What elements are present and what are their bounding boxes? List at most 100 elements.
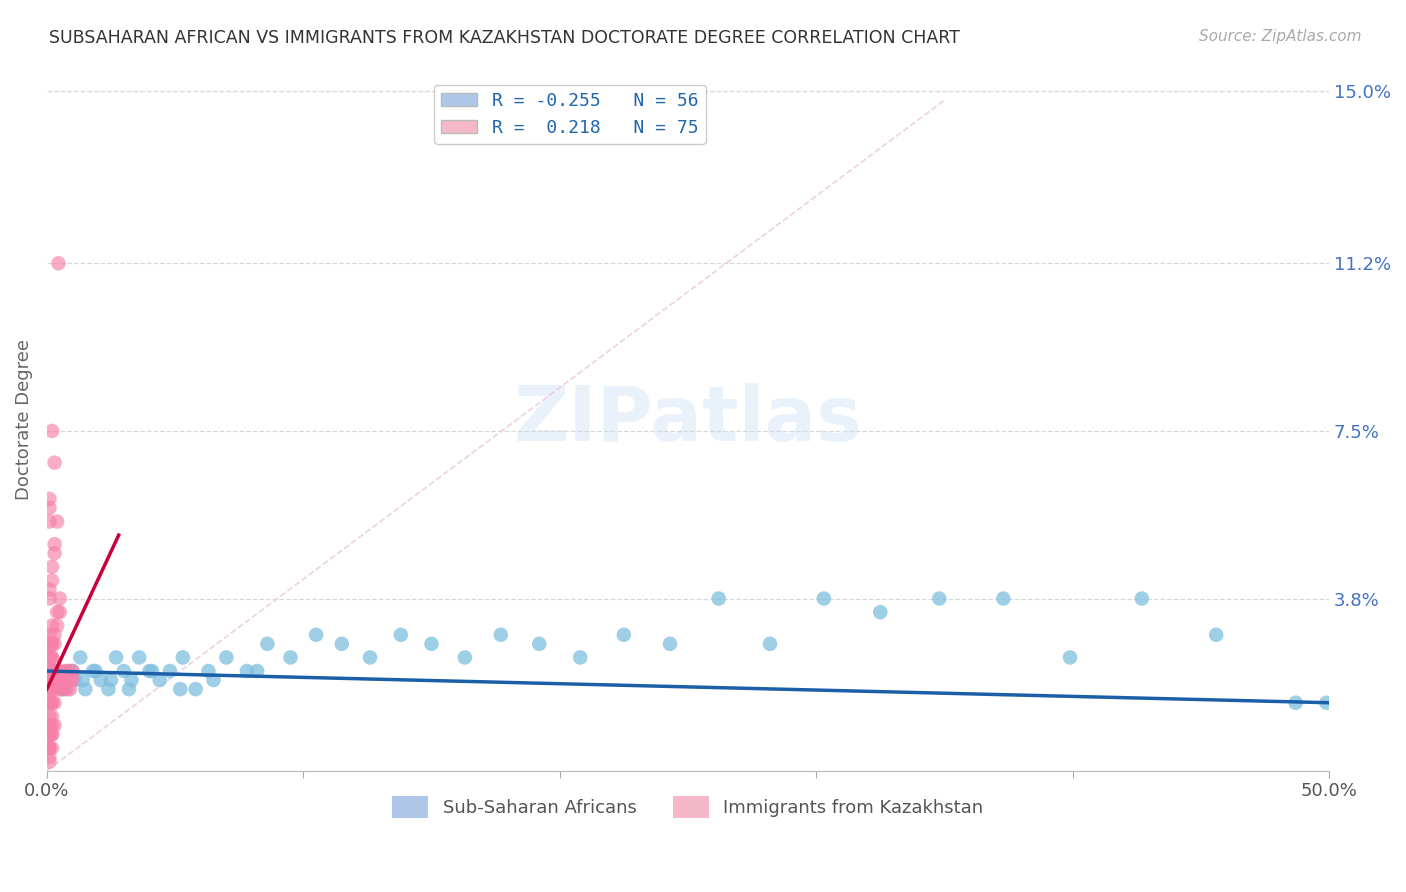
Point [928,591,950,606]
Point [38,750,60,764]
Point [38,582,60,597]
Point [256,637,278,651]
Point [48,664,70,678]
Point [569,650,592,665]
Point [48,591,70,606]
Point [53,682,76,697]
Point [38,650,60,665]
Point [48,605,70,619]
Point [420,637,443,651]
Point [197,664,219,678]
Point [118,682,141,697]
Point [41,727,63,741]
Point [138,664,160,678]
Point [62,664,84,678]
Point [38,650,60,665]
Point [159,664,181,678]
Point [813,591,835,606]
Point [38,637,60,651]
Text: SUBSAHARAN AFRICAN VS IMMIGRANTS FROM KAZAKHSTAN DOCTORATE DEGREE CORRELATION CH: SUBSAHARAN AFRICAN VS IMMIGRANTS FROM KA… [49,29,960,46]
Point [44,628,66,642]
Point [489,628,512,642]
Point [56,664,79,678]
Point [41,650,63,665]
Point [869,605,891,619]
Point [44,673,66,687]
Point [38,741,60,756]
Point [59,682,82,697]
Point [38,673,60,687]
Text: ZIPatlas: ZIPatlas [513,383,862,457]
Point [100,673,122,687]
Point [46,664,69,678]
Point [128,650,150,665]
Point [215,650,238,665]
Point [82,664,104,678]
Point [59,673,82,687]
Point [1205,628,1227,642]
Point [56,682,79,697]
Point [38,491,60,506]
Point [41,727,63,741]
Point [305,628,328,642]
Point [38,591,60,606]
Point [38,755,60,769]
Point [44,664,66,678]
Text: Source: ZipAtlas.com: Source: ZipAtlas.com [1198,29,1361,44]
Point [72,673,94,687]
Point [38,709,60,723]
Point [90,673,112,687]
Point [41,682,63,697]
Point [330,637,353,651]
Point [141,664,163,678]
Point [51,673,73,687]
Point [41,618,63,632]
Point [51,682,73,697]
Point [51,682,73,697]
Point [44,546,66,560]
Point [1130,591,1153,606]
Point [38,696,60,710]
Point [454,650,477,665]
Point [38,664,60,678]
Point [38,682,60,697]
Point [389,628,412,642]
Point [41,574,63,588]
Point [69,650,91,665]
Point [44,718,66,732]
Point [38,741,60,756]
Point [38,727,60,741]
Point [38,741,60,756]
Point [46,515,69,529]
Point [41,696,63,710]
Point [41,637,63,651]
Point [41,650,63,665]
Point [41,741,63,756]
Point [38,682,60,697]
Point [41,424,63,438]
Point [97,682,120,697]
Point [53,664,76,678]
Point [38,718,60,732]
Point [246,664,269,678]
Point [121,673,143,687]
Point [359,650,381,665]
Point [707,591,730,606]
Point [46,673,69,687]
Point [48,256,70,270]
Point [184,682,207,697]
Point [44,673,66,687]
Point [38,664,60,678]
Point [41,559,63,574]
Point [59,664,82,678]
Point [44,537,66,551]
Point [41,696,63,710]
Point [112,664,135,678]
Point [48,682,70,697]
Point [41,718,63,732]
Point [38,500,60,515]
Point [149,673,172,687]
Point [63,673,86,687]
Point [41,673,63,687]
Point [44,637,66,651]
